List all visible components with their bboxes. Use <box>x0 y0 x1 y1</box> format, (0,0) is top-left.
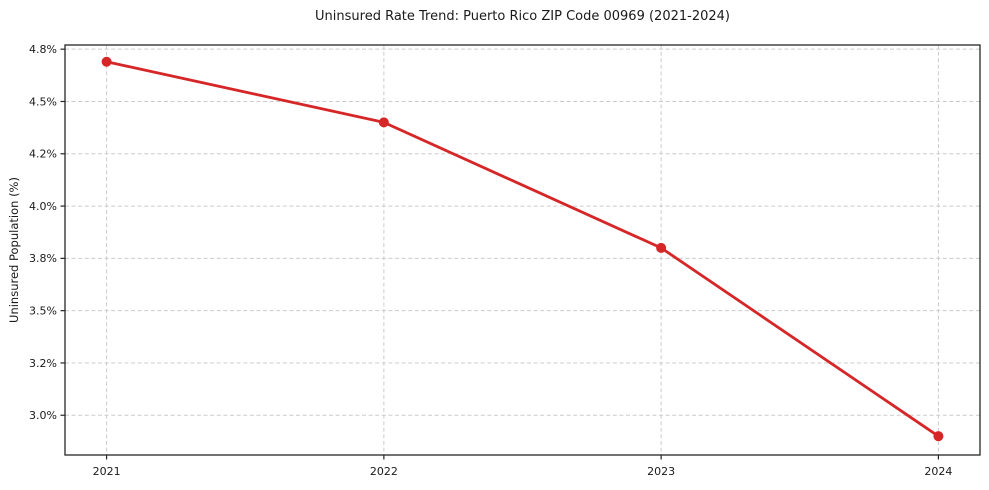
y-tick-label: 3.2% <box>29 357 57 370</box>
y-tick-label: 4.2% <box>29 148 57 161</box>
y-tick-label: 4.8% <box>29 43 57 56</box>
y-tick-label: 3.5% <box>29 304 57 317</box>
x-tick-label: 2023 <box>647 465 675 478</box>
data-point-2024 <box>933 431 944 442</box>
trend-line <box>105 60 940 438</box>
x-tick-label: 2022 <box>370 465 398 478</box>
y-tick-label: 3.8% <box>29 252 57 265</box>
data-point-2021 <box>101 56 112 67</box>
y-tick-label: 4.0% <box>29 200 57 213</box>
y-tick-label: 4.5% <box>29 95 57 108</box>
y-tick-label: 3.0% <box>29 409 57 422</box>
data-point-2023 <box>656 242 667 253</box>
x-tick-label: 2021 <box>93 465 121 478</box>
data-point-2022 <box>378 117 389 128</box>
chart-title: Uninsured Rate Trend: Puerto Rico ZIP Co… <box>315 9 730 24</box>
x-tick-label: 2024 <box>924 465 952 478</box>
plot-border <box>64 44 981 456</box>
